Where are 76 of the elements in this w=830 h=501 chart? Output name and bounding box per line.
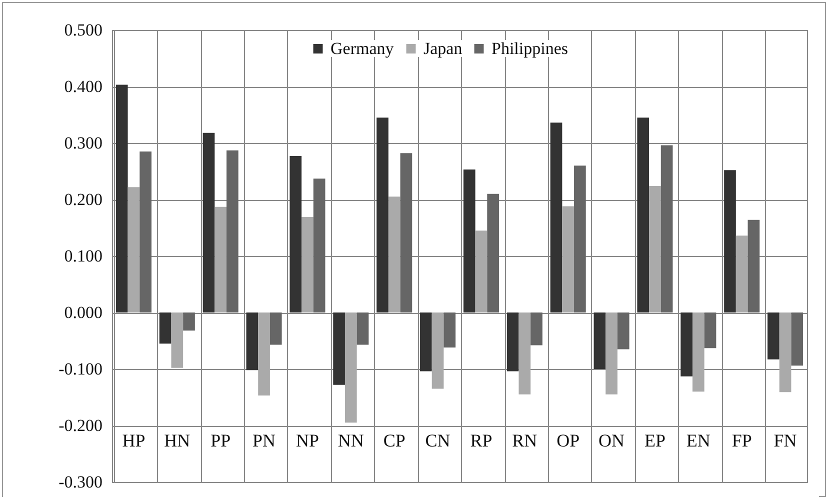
bar [660, 145, 673, 312]
bar [550, 122, 562, 312]
bar [270, 312, 282, 345]
x-tick-label: HP [122, 430, 146, 450]
legend-label: Philippines [492, 38, 568, 58]
x-tick-label: FN [774, 430, 797, 450]
legend-label: Japan [424, 38, 463, 58]
y-tick-label: 0.400 [64, 77, 102, 96]
y-tick-label: 0.500 [64, 20, 102, 40]
bar [226, 150, 238, 312]
x-tick-label: ON [598, 430, 625, 450]
bar [594, 312, 606, 369]
bar [680, 312, 692, 376]
bar [748, 220, 760, 312]
y-tick-label: -0.300 [58, 472, 102, 492]
bar [140, 151, 152, 312]
bar [246, 312, 258, 370]
bar [376, 118, 388, 312]
bar [214, 206, 227, 312]
bar [530, 312, 542, 346]
bar [258, 312, 270, 396]
x-tick-label: EN [686, 430, 710, 450]
x-tick-label: OP [556, 430, 580, 450]
y-tick-label: 0.100 [64, 246, 102, 266]
bar [159, 312, 172, 344]
bar [444, 312, 456, 348]
x-tick-label: RP [470, 430, 492, 450]
bar [116, 84, 128, 312]
x-tick-label: FP [732, 430, 752, 450]
bar [128, 187, 140, 312]
bar [518, 312, 531, 394]
bar [475, 230, 488, 312]
bar [171, 312, 184, 368]
bar [313, 178, 326, 312]
y-tick-label: 0.000 [64, 303, 102, 322]
bar [617, 312, 630, 350]
y-tick-label: 0.200 [64, 190, 102, 209]
y-tick-label: -0.100 [58, 360, 102, 378]
bar [487, 194, 499, 312]
bar [333, 312, 345, 385]
x-tick-label: RN [512, 430, 538, 450]
bar [344, 312, 357, 423]
x-tick-label: HN [164, 430, 190, 450]
bar [290, 156, 302, 312]
x-tick-label: PP [210, 430, 231, 450]
bar [302, 217, 314, 312]
bar [432, 312, 444, 389]
y-tick-label: 0.300 [64, 134, 102, 152]
y-tick-label: -0.200 [58, 416, 102, 435]
x-tick-label: NP [296, 430, 319, 450]
x-tick-label: NN [338, 430, 364, 450]
bar [791, 312, 804, 366]
bar [649, 186, 661, 312]
x-tick-label: PN [252, 430, 276, 450]
bar [183, 312, 195, 331]
bar [562, 206, 574, 312]
bar [388, 196, 400, 312]
bar [779, 312, 792, 392]
bar [692, 312, 704, 392]
legend-label: Germany [330, 38, 394, 58]
bar [202, 132, 215, 312]
bar [724, 170, 736, 312]
bar [420, 312, 432, 372]
bar [736, 236, 748, 312]
x-tick-label: CP [383, 430, 406, 450]
bar [606, 312, 618, 394]
x-tick-label: EP [644, 430, 666, 450]
bar [704, 312, 716, 348]
bar [637, 118, 650, 312]
x-tick-label: CN [425, 430, 450, 450]
bar [400, 153, 412, 312]
bar [356, 312, 369, 345]
bar [506, 312, 519, 372]
bar [463, 170, 476, 312]
bar [768, 312, 780, 360]
bar [574, 166, 586, 312]
